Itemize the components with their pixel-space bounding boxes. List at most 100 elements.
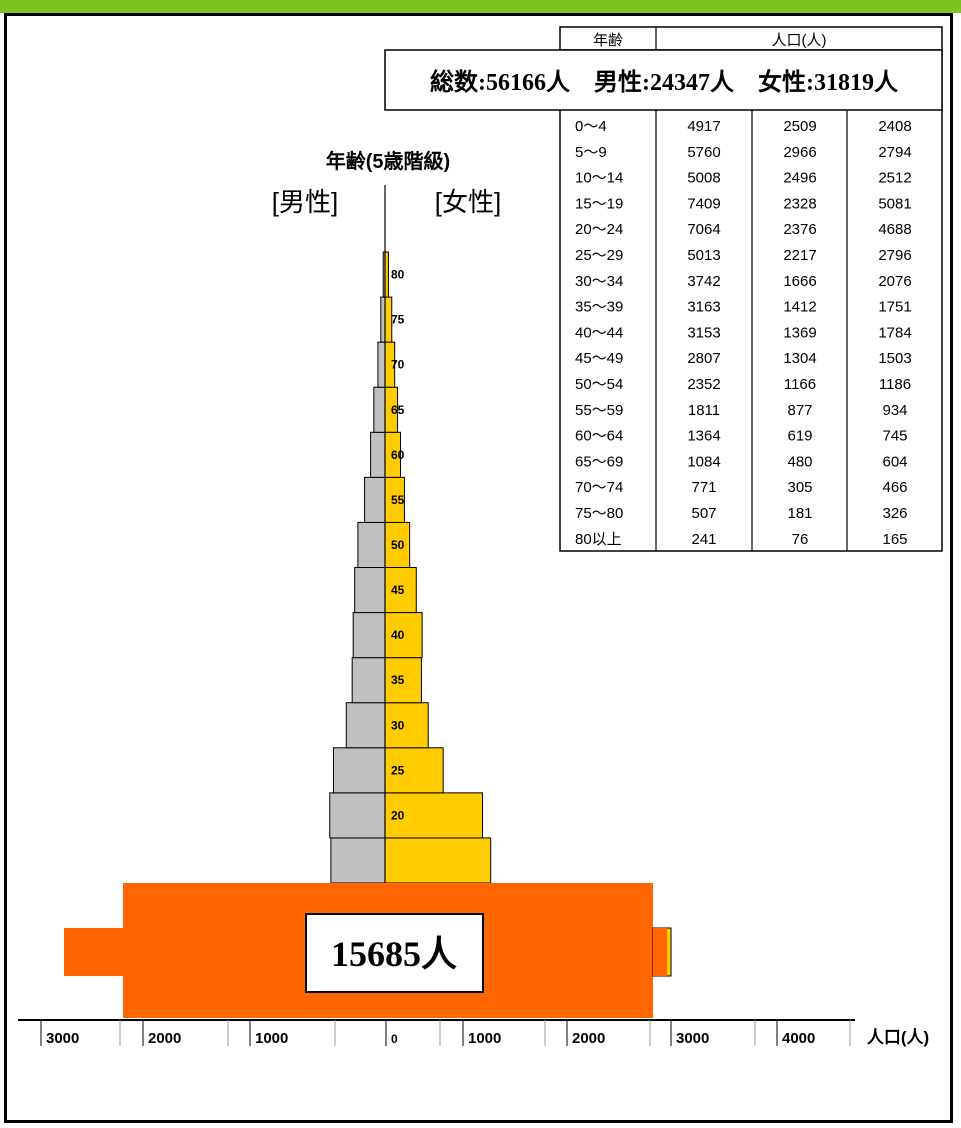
table-cell: 2966 <box>783 144 816 161</box>
table-cell: 5013 <box>687 247 720 264</box>
table-cell: 5081 <box>878 195 911 212</box>
table-cell: 55～59 <box>575 402 623 419</box>
table-cell: 35～39 <box>575 299 623 316</box>
table-cell: 1186 <box>879 376 911 393</box>
highlight-value-text: 15685人 <box>331 934 457 974</box>
age-heading: 年齢(5歳階級) <box>326 149 450 173</box>
highlight-overlay: 15685人 <box>64 883 672 1018</box>
table-cell: 1304 <box>783 350 816 367</box>
female-bar <box>384 567 417 614</box>
table-cell: 877 <box>787 402 812 419</box>
table-cell: 10～14 <box>575 170 623 187</box>
table-cell: 604 <box>882 453 907 470</box>
x-tick-label: 3000 <box>46 1030 79 1047</box>
x-tick-label: 0 <box>391 1032 398 1046</box>
table-cell: 619 <box>787 428 812 445</box>
table-cell: 4688 <box>878 221 911 238</box>
male-bar <box>373 386 386 433</box>
table-cell: 1412 <box>783 299 816 316</box>
table-cell: 2512 <box>878 170 911 187</box>
table-cell: 2509 <box>783 118 816 135</box>
age-tick-labels: 20 25 30 35 40 45 50 55 60 65 70 75 80 <box>391 268 405 823</box>
table-cell: 1751 <box>878 299 911 316</box>
totals-box <box>384 49 943 111</box>
age-tick-label: 70 <box>391 358 405 372</box>
chart-frame <box>4 13 953 1123</box>
table-cell: 2408 <box>878 118 911 135</box>
female-label: [女性] <box>435 187 501 217</box>
table-cell: 0～4 <box>575 118 607 135</box>
table-cell: 50～54 <box>575 376 623 393</box>
table-cell: 5760 <box>687 144 720 161</box>
male-bar <box>345 702 386 749</box>
male-bar <box>357 521 386 569</box>
table-cell: 3742 <box>687 273 720 290</box>
age-tick-label: 55 <box>391 493 405 507</box>
table-cell: 76 <box>792 531 809 548</box>
table-cell: 1503 <box>878 350 911 367</box>
table-cell: 480 <box>787 453 812 470</box>
table-cell: 3163 <box>687 299 720 316</box>
table-cell: 165 <box>882 531 907 548</box>
table-cell: 75～80 <box>575 505 623 522</box>
highlight-left-step <box>64 928 123 976</box>
table-cell: 5～9 <box>575 144 607 161</box>
male-bar <box>352 612 386 659</box>
table-cell: 65～69 <box>575 453 623 470</box>
age-tick-label: 25 <box>391 763 405 777</box>
male-bar <box>380 296 386 343</box>
table-header-population: 人口(人) <box>772 32 827 49</box>
table-cell: 7064 <box>687 221 720 238</box>
table-header-age: 年齢 <box>593 32 623 49</box>
x-tick-label: 4000 <box>782 1030 815 1047</box>
table-cell: 181 <box>787 505 812 522</box>
age-tick-label: 40 <box>391 628 405 642</box>
male-bar <box>330 837 386 884</box>
age-tick-label: 35 <box>391 673 405 687</box>
female-bar <box>384 702 429 749</box>
age-tick-label: 20 <box>391 808 405 822</box>
female-bar <box>384 612 423 659</box>
table-cell: 305 <box>787 479 812 496</box>
x-axis-ticks: 3000 2000 1000 0 1000 2000 3000 4000 <box>40 1020 851 1047</box>
age-tick-label: 65 <box>391 403 405 417</box>
table-cell: 4917 <box>687 118 720 135</box>
table-cell: 2376 <box>783 221 816 238</box>
population-table: 年齢 人口(人) 0～4 4917 2509 2408 5～9 5760 2966 2794 1… <box>559 26 943 552</box>
age-tick-label: 50 <box>391 538 405 552</box>
table-cell: 2076 <box>878 273 911 290</box>
table-cell: 40～44 <box>575 324 623 341</box>
age-tick-label: 75 <box>391 313 405 327</box>
table-cell: 745 <box>882 428 907 445</box>
x-axis-unit-label: 人口(人) <box>867 1028 929 1047</box>
table-cell: 326 <box>882 505 907 522</box>
pyramid-bars <box>329 251 492 884</box>
male-bar <box>364 476 386 523</box>
table-cell: 2807 <box>687 350 720 367</box>
male-bar <box>332 747 386 794</box>
age-tick-label: 45 <box>391 583 405 597</box>
table-cell: 1166 <box>784 376 816 393</box>
table-cell: 2328 <box>783 195 816 212</box>
table-cell: 934 <box>882 402 907 419</box>
highlight-value-box <box>305 913 484 993</box>
table-cell: 1811 <box>688 402 720 419</box>
table-cell: 2217 <box>783 247 816 264</box>
table-cell: 3153 <box>687 324 720 341</box>
table-cell: 80以上 <box>575 531 622 548</box>
table-cell: 1666 <box>783 273 816 290</box>
age-tick-label: 60 <box>391 448 405 462</box>
table-cell: 70～74 <box>575 479 623 496</box>
table-cell: 1369 <box>783 324 816 341</box>
x-tick-label: 3000 <box>676 1030 709 1047</box>
table-cell: 1084 <box>687 453 720 470</box>
top-green-bar <box>0 0 961 13</box>
table-cell: 15～19 <box>575 195 623 212</box>
male-label: [男性] <box>272 187 338 217</box>
table-cell: 1784 <box>878 324 911 341</box>
table-cell: 60～64 <box>575 428 623 445</box>
male-bar <box>377 341 386 388</box>
table-cell: 5008 <box>687 170 720 187</box>
table-cell: 2796 <box>878 247 911 264</box>
x-tick-label: 1000 <box>255 1030 288 1047</box>
